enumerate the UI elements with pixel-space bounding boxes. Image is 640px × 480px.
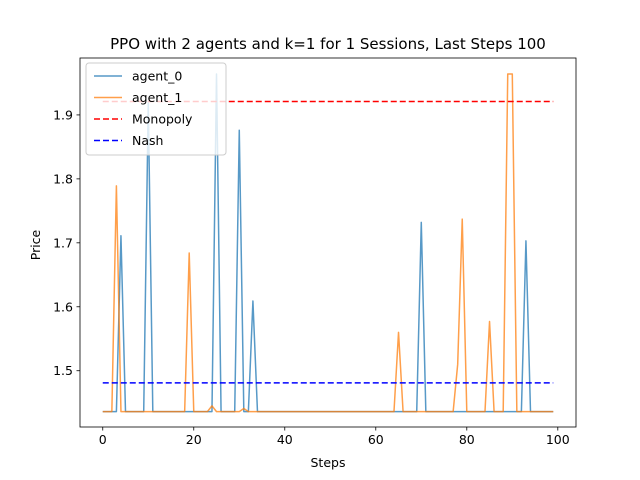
y-tick-label: 1.6: [53, 299, 73, 314]
y-tick-label: 1.5: [53, 363, 73, 378]
legend-label: Nash: [132, 133, 163, 148]
plot-area: 0 20 40 60 80 100 1.5 1.6 1.7 1.8 1.9 agent_0 agent_…: [53, 57, 577, 447]
y-tick-label: 1.9: [53, 107, 73, 122]
x-tick-label: 60: [368, 432, 384, 447]
x-tick-label: 0: [99, 432, 107, 447]
x-tick-label: 20: [186, 432, 202, 447]
series-line-agent-1: [102, 73, 554, 413]
y-tick-label: 1.7: [53, 235, 73, 250]
legend-label: Monopoly: [132, 112, 193, 127]
legend-box: [85, 62, 227, 156]
x-tick-label: 100: [546, 432, 570, 447]
y-tick-label: 1.8: [53, 171, 73, 186]
y-axis-title: Price: [28, 229, 43, 260]
x-axis-title: Steps: [311, 455, 346, 470]
x-tick-label: 40: [277, 432, 293, 447]
legend-label: agent_1: [132, 90, 182, 105]
chart-title: PPO with 2 agents and k=1 for 1 Sessions…: [110, 35, 546, 53]
x-tick-label: 80: [459, 432, 475, 447]
legend-label: agent_0: [132, 69, 182, 84]
